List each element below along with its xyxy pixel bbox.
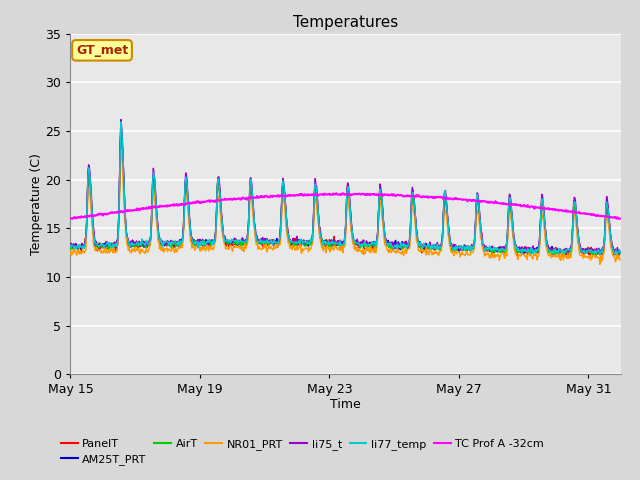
Y-axis label: Temperature (C): Temperature (C)	[29, 153, 43, 255]
Text: GT_met: GT_met	[76, 44, 128, 57]
Title: Temperatures: Temperatures	[293, 15, 398, 30]
X-axis label: Time: Time	[330, 398, 361, 411]
Legend: PanelT, AM25T_PRT, AirT, NR01_PRT, li75_t, li77_temp, TC Prof A -32cm: PanelT, AM25T_PRT, AirT, NR01_PRT, li75_…	[57, 434, 548, 469]
